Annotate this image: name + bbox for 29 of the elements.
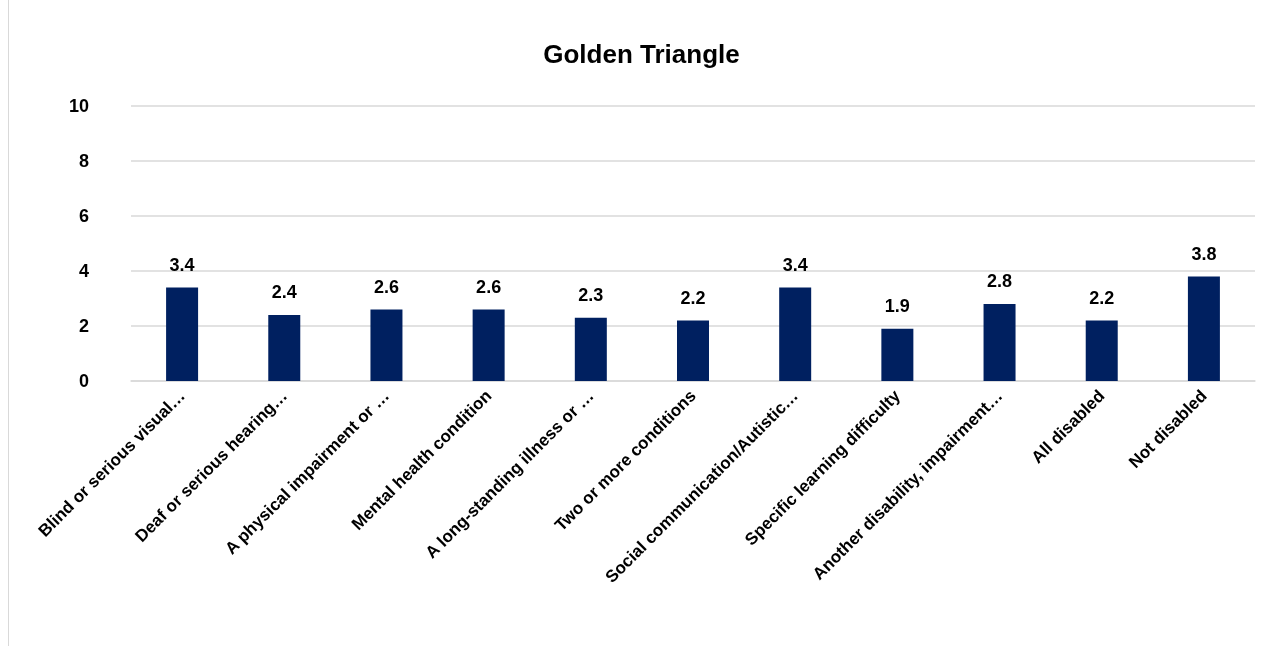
y-tick-label: 2 (78, 316, 89, 336)
bar (472, 309, 505, 381)
data-label: 2.4 (271, 282, 297, 302)
y-tick-label: 6 (78, 206, 89, 226)
y-tick-label: 8 (78, 151, 89, 171)
data-label: 2.2 (1089, 287, 1115, 308)
chart-title: Golden Triangle (543, 39, 740, 69)
data-label: 3.8 (1191, 243, 1217, 264)
bar (268, 315, 301, 381)
bar (1187, 276, 1220, 381)
bar (574, 317, 607, 381)
data-label: 2.8 (987, 271, 1013, 291)
data-label: 2.6 (476, 276, 502, 297)
data-label: 2.2 (680, 287, 706, 308)
bar (677, 320, 709, 381)
data-label: 1.9 (884, 295, 910, 316)
data-label: 2.6 (373, 276, 399, 297)
data-label: 3.4 (782, 254, 808, 275)
data-label: 3.4 (169, 254, 195, 275)
bar (370, 309, 403, 381)
data-label: 2.3 (578, 284, 604, 305)
bar (983, 304, 1016, 381)
bar (881, 328, 914, 381)
y-tick-label: 4 (78, 261, 89, 281)
bar (166, 287, 199, 381)
bar (1085, 320, 1118, 381)
bar (779, 287, 812, 381)
y-tick-label: 0 (78, 371, 89, 391)
y-tick-label: 10 (68, 96, 89, 116)
